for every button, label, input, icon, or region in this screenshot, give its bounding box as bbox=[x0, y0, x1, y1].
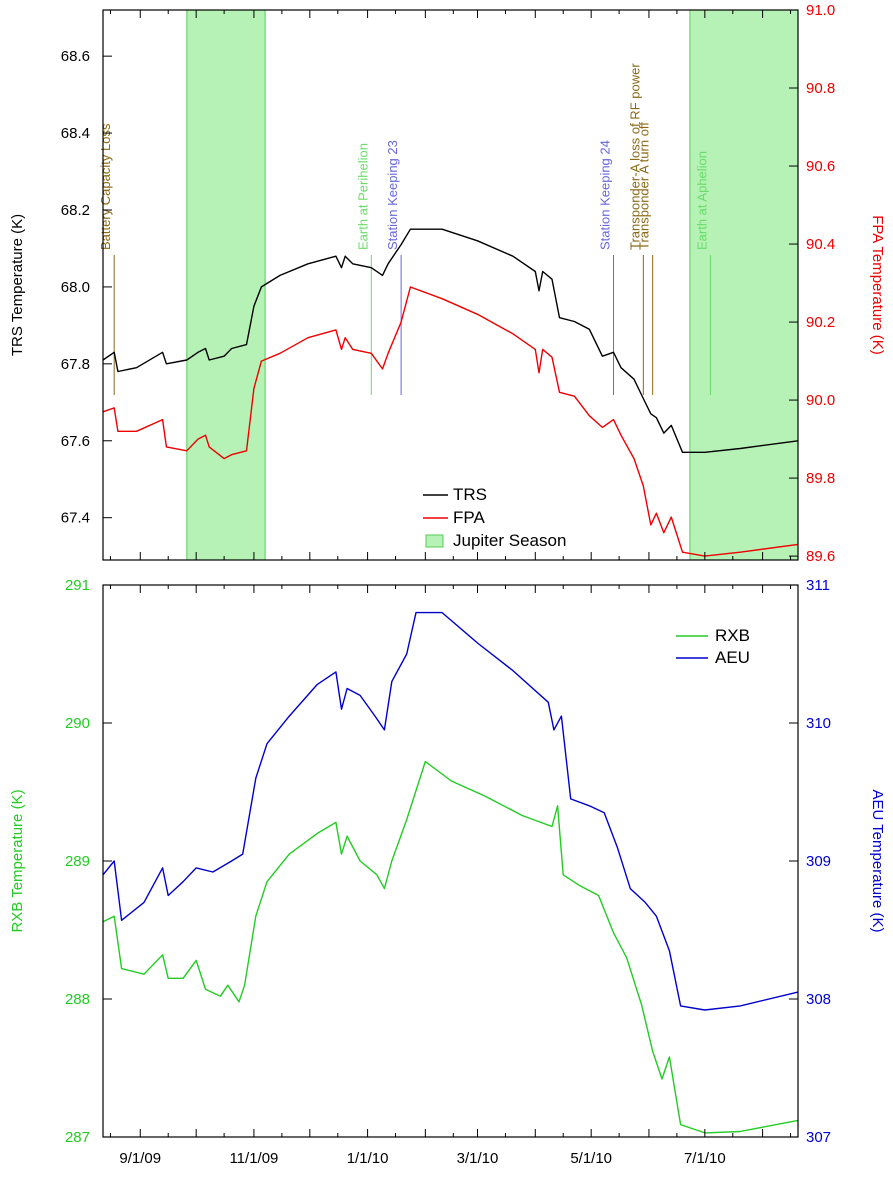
legend-top: TRS FPA Jupiter Season bbox=[423, 485, 566, 550]
y2-tick-label: 91.0 bbox=[806, 2, 835, 19]
y-tick-label: 67.8 bbox=[61, 356, 90, 373]
annotation-label: Station Keeping 23 bbox=[385, 140, 400, 250]
y-axis-title: RXB Temperature (K) bbox=[9, 789, 26, 932]
legend-bottom: RXB AEU bbox=[676, 626, 750, 667]
y-tick-label: 68.0 bbox=[61, 279, 90, 296]
y-tick-label: 289 bbox=[65, 853, 90, 870]
chart-panel-1: Battery Capacity Loss Earth at Perihelion… bbox=[9, 2, 886, 565]
x-tick-label: 7/1/10 bbox=[684, 1150, 726, 1167]
x-tick-label: 3/1/10 bbox=[457, 1150, 499, 1167]
y-tick-label: 287 bbox=[65, 1129, 90, 1146]
y2-tick-label: 307 bbox=[806, 1129, 831, 1146]
y2-tick-label: 90.2 bbox=[806, 314, 835, 331]
plot-frame bbox=[102, 584, 799, 1138]
y2-tick-label: 90.8 bbox=[806, 80, 835, 97]
y2-axis-title: FPA Temperature (K) bbox=[869, 215, 886, 355]
plot-frame bbox=[102, 9, 799, 561]
series-line-trs bbox=[102, 228, 799, 453]
y-tick-label: 288 bbox=[65, 991, 90, 1008]
y-axis-title: TRS Temperature (K) bbox=[9, 214, 26, 356]
annotation-label: Station Keeping 24 bbox=[598, 140, 613, 250]
legend-label-jupiter-season: Jupiter Season bbox=[453, 531, 566, 550]
y2-tick-label: 308 bbox=[806, 991, 831, 1008]
y2-tick-label: 90.0 bbox=[806, 392, 835, 409]
y-tick-label: 68.2 bbox=[61, 202, 90, 219]
y-tick-label: 291 bbox=[65, 577, 90, 594]
series-line-fpa bbox=[102, 286, 799, 557]
y2-tick-label: 90.6 bbox=[806, 158, 835, 175]
annotation-label: Transponder A turn off bbox=[637, 122, 652, 250]
y-tick-label: 67.6 bbox=[61, 433, 90, 450]
y2-tick-label: 311 bbox=[806, 577, 830, 594]
annotation-label: Battery Capacity Loss bbox=[98, 123, 113, 250]
y2-tick-label: 309 bbox=[806, 853, 831, 870]
annotation-label: Earth at Perihelion bbox=[355, 143, 370, 250]
legend-label-rxb: RXB bbox=[715, 626, 750, 645]
annotation-label: Transponder-A loss of RF power bbox=[627, 63, 642, 250]
y-tick-label: 68.4 bbox=[61, 125, 90, 142]
chart-panel-2: 287 288 289 290 291 307 308 309 310 311 RXB Temper… bbox=[9, 577, 886, 1146]
annotation-label: Earth at Aphelion bbox=[694, 151, 709, 250]
y-tick-label: 290 bbox=[65, 715, 90, 732]
x-tick-label: 1/1/10 bbox=[347, 1150, 389, 1167]
x-tick-label: 9/1/09 bbox=[119, 1150, 161, 1167]
y-tick-label: 67.4 bbox=[61, 510, 90, 527]
shaded-region-jupiter-season bbox=[689, 9, 799, 561]
y2-tick-label: 90.4 bbox=[806, 236, 835, 253]
y-tick-label: 68.6 bbox=[61, 48, 90, 65]
legend-swatch-jupiter-season bbox=[425, 534, 444, 548]
legend-label-fpa: FPA bbox=[453, 508, 485, 527]
y2-axis-title: AEU Temperature (K) bbox=[869, 789, 886, 932]
y2-tick-label: 310 bbox=[806, 715, 831, 732]
series-line-rxb bbox=[102, 760, 799, 1134]
x-tick-label: 5/1/10 bbox=[570, 1150, 612, 1167]
y2-tick-label: 89.6 bbox=[806, 548, 835, 565]
legend-label-trs: TRS bbox=[453, 485, 487, 504]
series-line-aeu bbox=[102, 611, 799, 1011]
y2-tick-label: 89.8 bbox=[806, 470, 835, 487]
shaded-region-jupiter-season bbox=[186, 9, 266, 561]
legend-label-aeu: AEU bbox=[715, 648, 750, 667]
x-tick-label: 11/1/09 bbox=[229, 1150, 278, 1167]
